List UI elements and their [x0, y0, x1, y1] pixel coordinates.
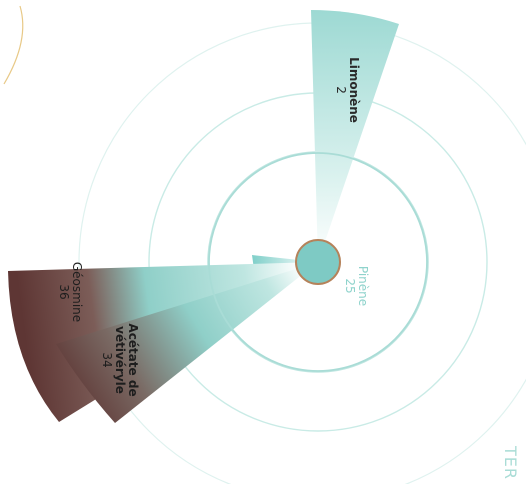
gold-arc: [3, 5, 24, 85]
limonene-label: Limonène: [347, 57, 361, 123]
acetate-label-line2: vétivéryle: [113, 326, 127, 394]
geosmine-label: Géosmine: [70, 262, 84, 322]
center-disc: [295, 239, 341, 285]
pinene-value: 25: [343, 278, 357, 293]
pinene-label: Pinène: [356, 266, 370, 306]
wedge-acetate: [56, 262, 318, 423]
acetate-label-line1: Acétate de: [126, 323, 140, 396]
wedge-limonene: [311, 10, 399, 262]
pinene-ring: [208, 152, 428, 372]
geosmine-value: 36: [57, 284, 71, 299]
corner-text: TER: [501, 445, 520, 480]
acetate-value: 34: [100, 352, 114, 367]
limonene-value: 2: [334, 86, 348, 94]
